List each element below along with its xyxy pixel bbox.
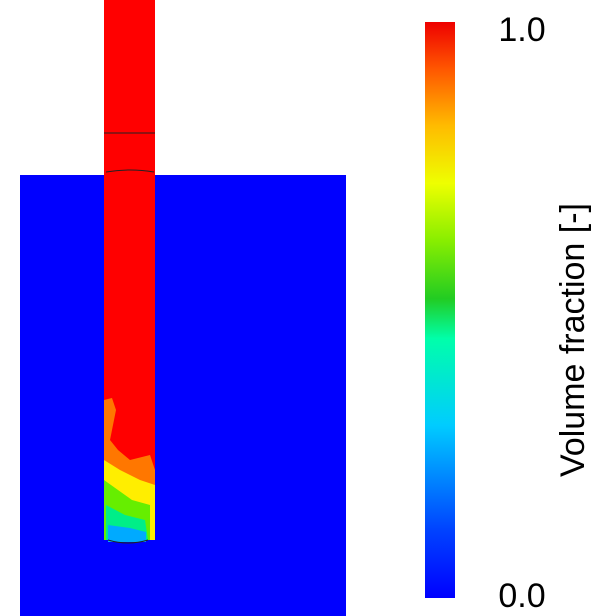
mixing-zone xyxy=(108,525,146,542)
tank xyxy=(20,175,346,616)
colorbar-tick-label: 0.0 xyxy=(498,577,545,615)
colorbar-ticks: 1.0 0.0 xyxy=(498,11,545,615)
simulation-domain xyxy=(20,0,346,616)
colorbar xyxy=(425,22,455,598)
colorbar-label: Volume fraction [-] xyxy=(554,203,592,477)
pipe-joint xyxy=(105,169,155,173)
colorbar-tick-label: 1.0 xyxy=(498,11,545,49)
pipe-outlet xyxy=(107,539,149,544)
